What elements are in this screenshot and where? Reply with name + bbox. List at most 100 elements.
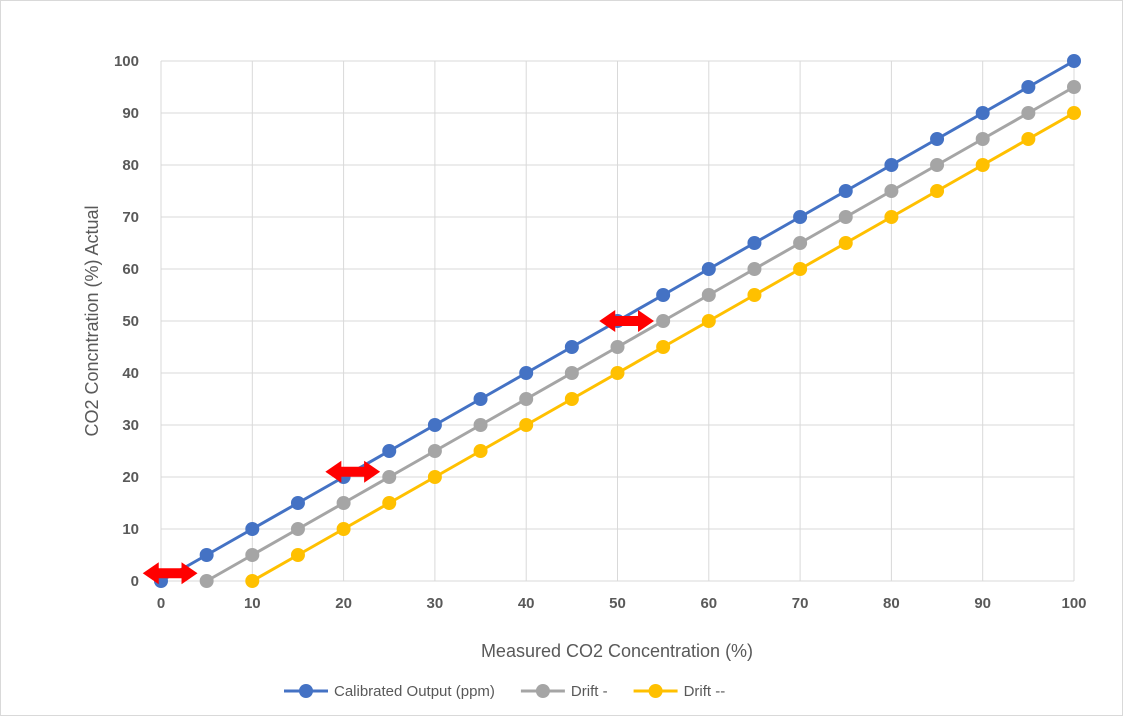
y-axis-title: CO2 Concntration (%) Actual <box>82 205 102 436</box>
data-point <box>427 418 442 432</box>
data-point <box>1067 106 1081 120</box>
data-point <box>838 210 853 224</box>
data-point <box>701 262 716 276</box>
double-arrow-icon <box>325 460 381 483</box>
data-point <box>930 132 945 146</box>
x-tick-label: 100 <box>1061 595 1086 612</box>
data-point <box>975 132 990 146</box>
data-point <box>473 392 488 406</box>
x-tick-label: 60 <box>700 595 717 612</box>
data-point <box>930 184 945 198</box>
data-point <box>564 366 579 380</box>
legend-marker-icon <box>535 684 550 698</box>
data-point <box>199 574 214 588</box>
legend: Calibrated Output (ppm) Drift - Drift -- <box>284 683 725 700</box>
data-point <box>564 340 579 354</box>
y-tick-label: 20 <box>122 469 139 486</box>
data-point <box>382 444 397 458</box>
data-point <box>747 288 762 302</box>
data-point <box>382 496 397 510</box>
legend-item: Drift - <box>520 683 608 700</box>
data-point <box>656 314 671 328</box>
data-point <box>1067 54 1081 68</box>
data-point <box>1021 106 1036 120</box>
tick-labels: 0 10 20 30 40 50 60 70 80 90 100 0 10 20 30 40 50 60 70 80 9… <box>114 53 1087 612</box>
data-point <box>199 548 214 562</box>
grid <box>160 60 1075 582</box>
data-point <box>747 236 762 250</box>
double-arrow-icon <box>142 562 198 585</box>
data-point <box>290 522 305 536</box>
data-point <box>336 522 351 536</box>
x-tick-label: 50 <box>609 595 626 612</box>
double-arrow-icon <box>599 310 655 332</box>
x-tick-label: 10 <box>244 595 261 612</box>
y-tick-label: 80 <box>122 157 139 174</box>
data-point <box>793 262 808 276</box>
x-tick-label: 70 <box>792 595 809 612</box>
data-point <box>427 470 442 484</box>
data-point <box>838 236 853 250</box>
data-point <box>336 496 351 510</box>
data-point <box>656 288 671 302</box>
data-point <box>245 574 260 588</box>
legend-marker-icon <box>299 684 313 698</box>
data-point <box>473 418 488 432</box>
data-point <box>656 340 671 354</box>
y-tick-label: 30 <box>122 417 139 434</box>
data-point <box>793 210 808 224</box>
series-3 <box>245 106 1081 588</box>
x-tick-label: 40 <box>518 595 535 612</box>
data-point <box>290 496 305 510</box>
data-point <box>245 522 260 536</box>
data-point <box>1021 132 1036 146</box>
legend-item: Calibrated Output (ppm) <box>284 683 495 700</box>
data-point <box>975 106 990 120</box>
data-point <box>290 548 305 562</box>
legend-label: Drift -- <box>684 683 726 700</box>
data-point <box>427 444 442 458</box>
data-point <box>519 392 534 406</box>
series-line <box>205 85 1075 583</box>
y-tick-label: 100 <box>114 53 139 70</box>
data-point <box>519 418 534 432</box>
data-point <box>838 184 853 198</box>
x-axis-title: Measured CO2 Concentration (%) <box>481 641 753 661</box>
data-point <box>975 158 990 172</box>
y-tick-label: 60 <box>122 261 139 278</box>
y-tick-label: 40 <box>122 365 139 382</box>
data-point <box>382 470 397 484</box>
y-tick-label: 70 <box>122 209 139 226</box>
x-tick-label: 0 <box>157 595 165 612</box>
legend-marker-icon <box>648 684 663 698</box>
legend-item: Drift -- <box>633 683 726 700</box>
y-tick-label: 10 <box>122 521 139 538</box>
data-point <box>701 288 716 302</box>
data-point <box>884 158 899 172</box>
data-point <box>701 314 716 328</box>
data-point <box>884 210 899 224</box>
x-tick-label: 90 <box>974 595 991 612</box>
data-point <box>747 262 762 276</box>
data-point <box>473 444 488 458</box>
x-tick-label: 20 <box>335 595 352 612</box>
series-2 <box>199 80 1081 588</box>
y-tick-label: 0 <box>131 573 139 590</box>
y-tick-label: 90 <box>122 105 139 122</box>
legend-label: Calibrated Output (ppm) <box>334 683 495 700</box>
data-point <box>1021 80 1036 94</box>
x-tick-label: 80 <box>883 595 900 612</box>
data-point <box>245 548 260 562</box>
data-point <box>610 366 625 380</box>
data-point <box>884 184 899 198</box>
data-point <box>519 366 534 380</box>
data-point <box>564 392 579 406</box>
legend-label: Drift - <box>571 683 608 700</box>
series-layer <box>154 54 1081 588</box>
data-point <box>610 340 625 354</box>
data-point <box>930 158 945 172</box>
data-point <box>793 236 808 250</box>
annotation-layer <box>142 310 655 585</box>
